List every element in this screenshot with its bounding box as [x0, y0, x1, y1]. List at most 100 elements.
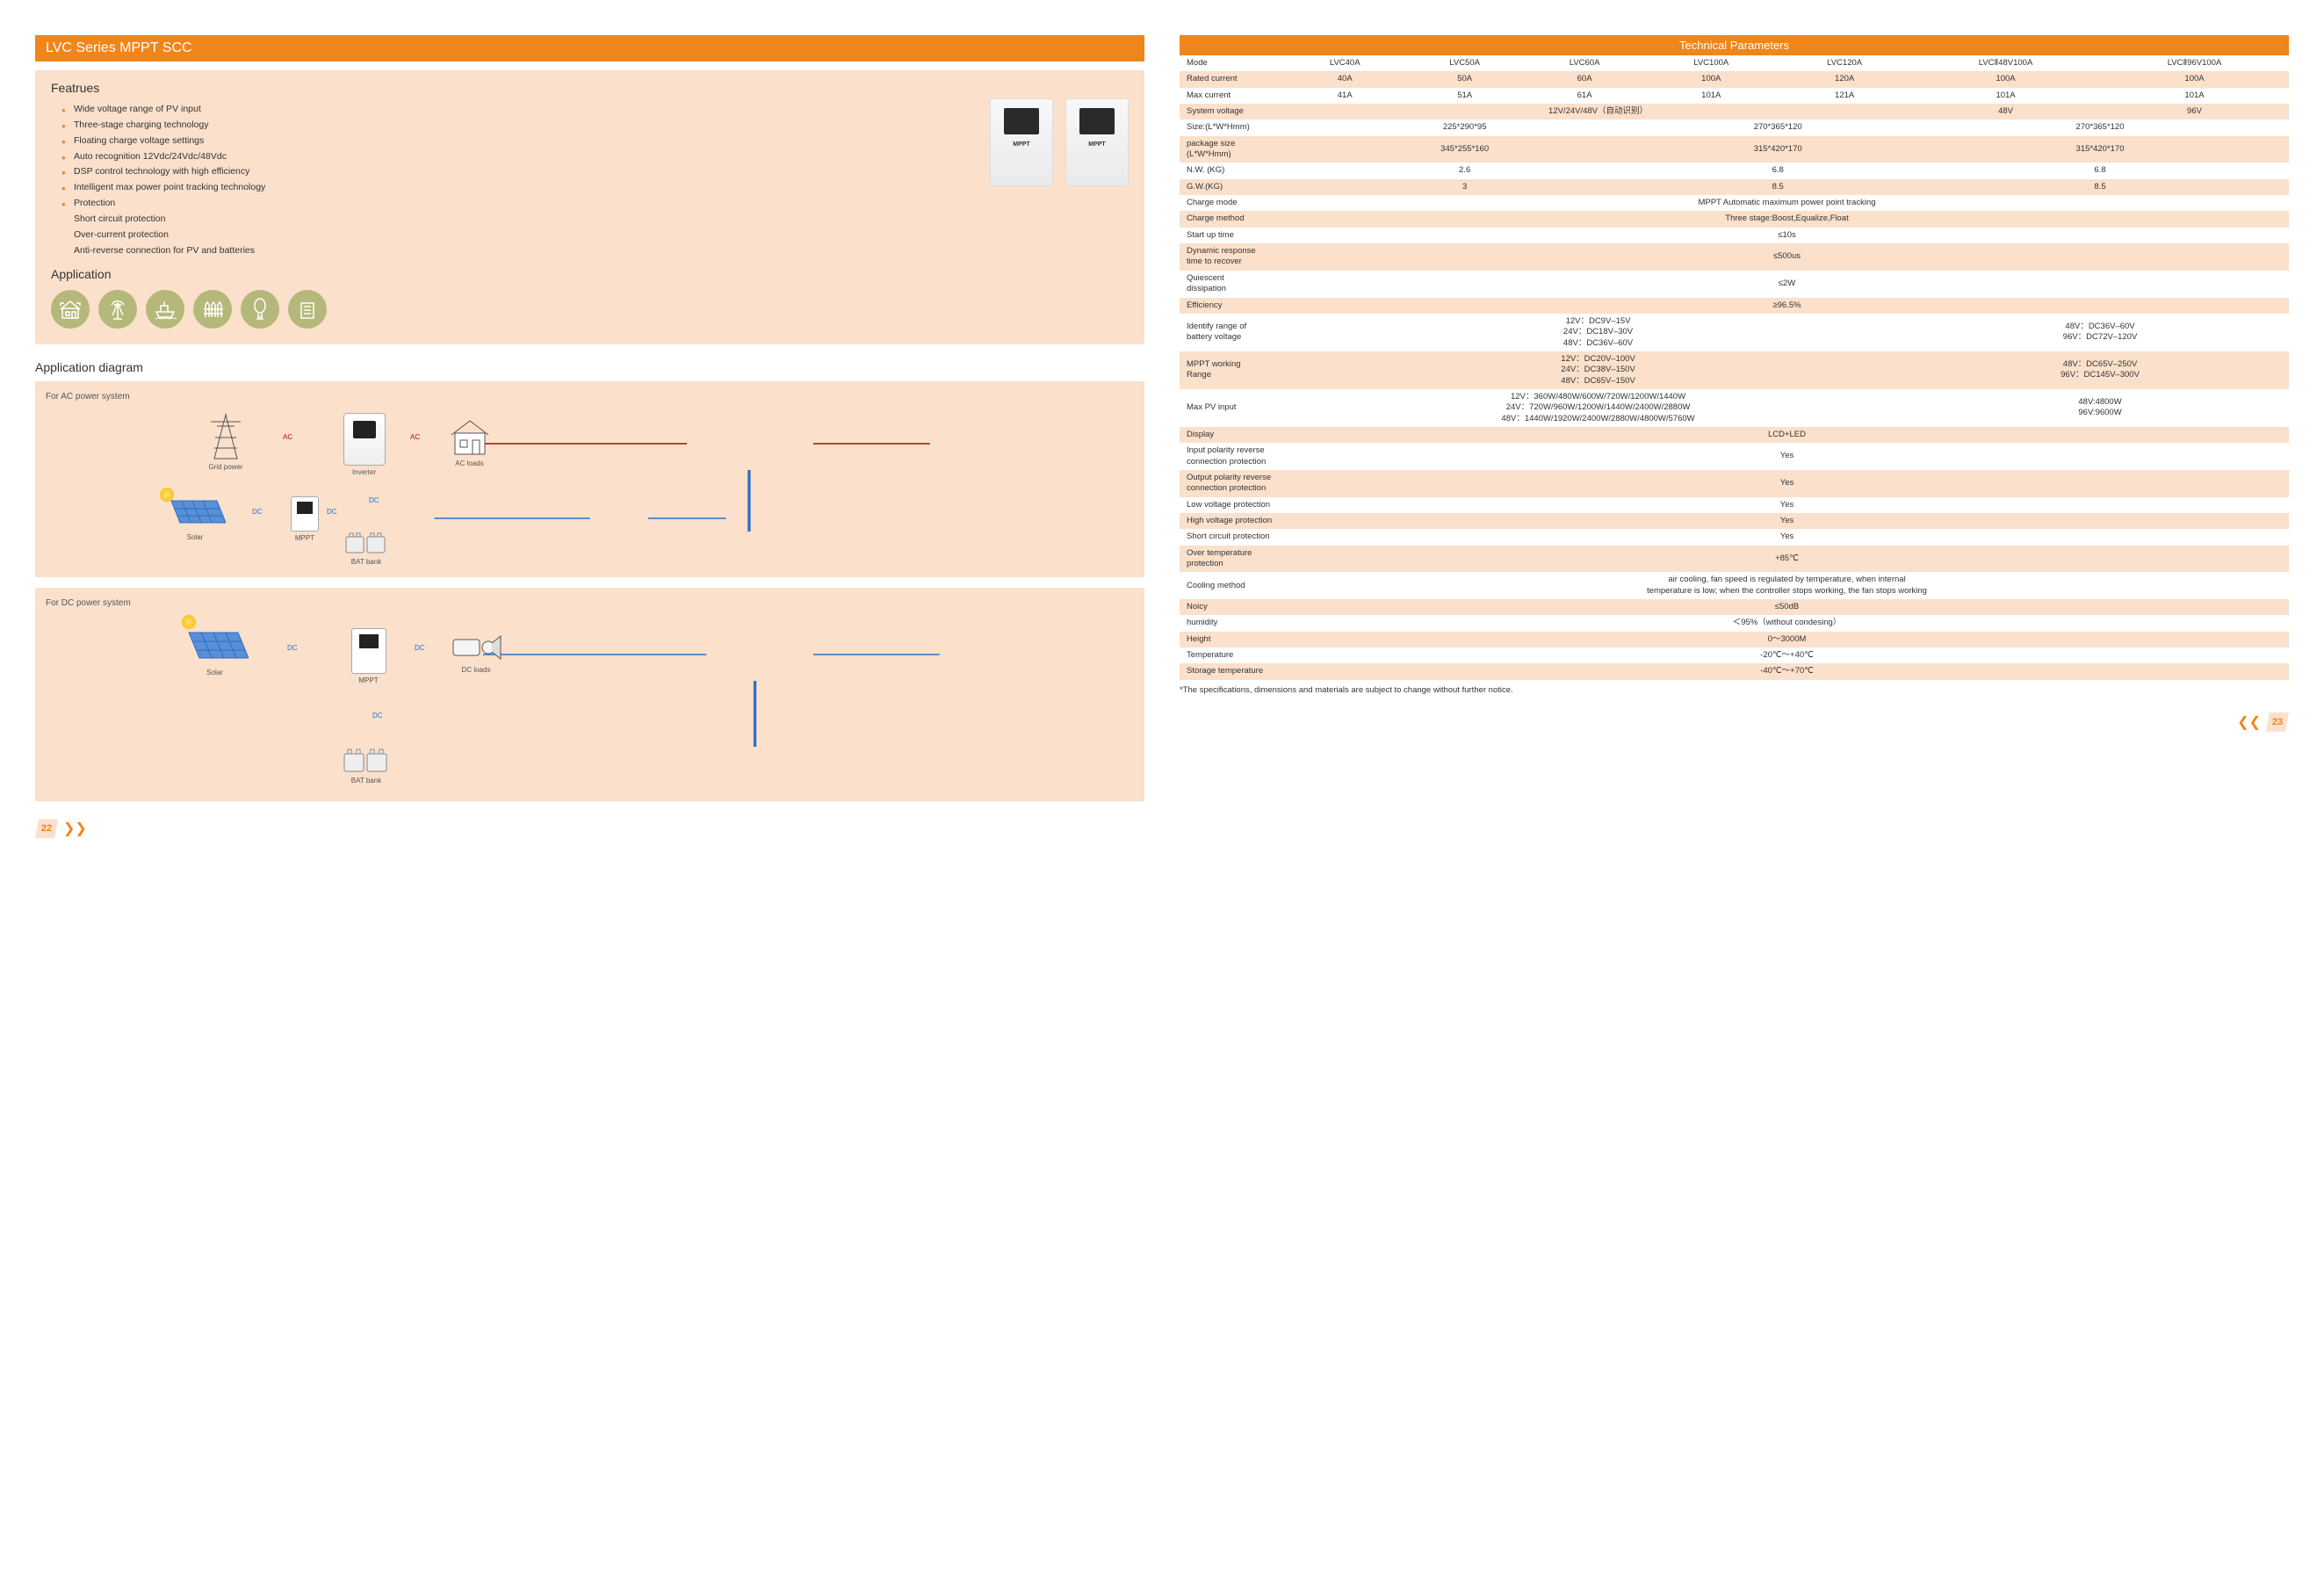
table-cell: 270*365*120: [1644, 119, 1911, 135]
table-row: Charge methodThree stage:Boost,Equalize,…: [1180, 211, 2289, 227]
table-cell: 6.8: [1644, 163, 1911, 178]
table-cell: 12V：DC20V–100V24V：DC38V–150V48V：DC65V–15…: [1285, 351, 1911, 389]
row-label: N.W. (KG): [1180, 163, 1285, 178]
row-label: Max current: [1180, 88, 1285, 104]
table-cell: +85℃: [1285, 546, 2289, 573]
row-label: System voltage: [1180, 104, 1285, 119]
row-label: Start up time: [1180, 228, 1285, 243]
table-cell: 12V：360W/480W/600W/720W/1200W/1440W24V：7…: [1285, 389, 1911, 427]
fence-icon: [193, 290, 232, 329]
table-cell: Three stage:Boost,Equalize,Float: [1285, 211, 2289, 227]
table-cell: LVCⅡ96V100A: [2100, 55, 2289, 71]
table-cell: LVC120A: [1778, 55, 1911, 71]
feature-sub-item: Over-current protection: [61, 228, 972, 243]
row-label: Efficiency: [1180, 298, 1285, 314]
table-cell: 345*255*160: [1285, 136, 1644, 163]
table-row: Start up time≤10s: [1180, 228, 2289, 243]
row-label: Charge method: [1180, 211, 1285, 227]
table-cell: 60A: [1525, 71, 1644, 87]
table-cell: 121A: [1778, 88, 1911, 104]
row-label: Dynamic responsetime to recover: [1180, 243, 1285, 271]
table-cell: LCD+LED: [1285, 427, 2289, 443]
table-cell: ＜95%（without condesing）: [1285, 615, 2289, 631]
table-cell: 48V：DC65V–250V96V：DC145V–300V: [1911, 351, 2289, 389]
table-row: N.W. (KG)2.66.86.8: [1180, 163, 2289, 178]
feature-item: Wide voltage range of PV input: [61, 102, 972, 118]
feature-item: DSP control technology with high efficie…: [61, 164, 972, 180]
table-cell: 100A: [2100, 71, 2289, 87]
building-icon: [288, 290, 327, 329]
row-label: Identify range ofbattery voltage: [1180, 314, 1285, 351]
table-row: Max current41A51A61A101A121A101A101A: [1180, 88, 2289, 104]
row-label: Over temperatureprotection: [1180, 546, 1285, 573]
table-cell: 101A: [1911, 88, 2100, 104]
application-heading: Application: [51, 267, 1129, 281]
table-cell: 6.8: [1911, 163, 2289, 178]
row-label: Max PV input: [1180, 389, 1285, 427]
diagram-ac-system: For AC power system Grid power AC Invert…: [35, 381, 1144, 577]
product-image-1: MPPT: [990, 98, 1053, 186]
row-label: Height: [1180, 632, 1285, 647]
table-cell: 12V：DC9V–15V24V：DC18V–30V48V：DC36V–60V: [1285, 314, 1911, 351]
table-row: Charge modeMPPT Automatic maximum power …: [1180, 195, 2289, 211]
row-label: MPPT workingRange: [1180, 351, 1285, 389]
table-cell: 8.5: [1644, 179, 1911, 195]
table-row: MPPT workingRange12V：DC20V–100V24V：DC38V…: [1180, 351, 2289, 389]
table-row: Cooling methodair cooling, fan speed is …: [1180, 572, 2289, 599]
table-row: humidity＜95%（without condesing）: [1180, 615, 2289, 631]
table-cell: ≤50dB: [1285, 599, 2289, 615]
diagram-dc-system: For DC power system Solar DC MPPT DC DC …: [35, 588, 1144, 801]
row-label: Noicy: [1180, 599, 1285, 615]
feature-item: Intelligent max power point tracking tec…: [61, 180, 972, 196]
table-cell: LVC60A: [1525, 55, 1644, 71]
table-cell: Yes: [1285, 513, 2289, 529]
table-row: Height0～3000M: [1180, 632, 2289, 647]
arrow-left-icon: ❮❮: [2237, 713, 2261, 731]
features-list: Wide voltage range of PV inputThree-stag…: [61, 102, 972, 258]
row-label: G.W.(KG): [1180, 179, 1285, 195]
table-cell: ≤500us: [1285, 243, 2289, 271]
table-row: Rated current40A50A60A100A120A100A100A: [1180, 71, 2289, 87]
features-panel: Featrues Wide voltage range of PV inputT…: [35, 70, 1144, 344]
series-title: LVC Series MPPT SCC: [35, 35, 1144, 61]
row-label: Mode: [1180, 55, 1285, 71]
feature-sub-item: Anti-reverse connection for PV and batte…: [61, 243, 972, 259]
table-cell: 61A: [1525, 88, 1644, 104]
row-label: Quiescentdissipation: [1180, 271, 1285, 298]
table-cell: 315*420*170: [1644, 136, 1911, 163]
table-cell: 101A: [2100, 88, 2289, 104]
page-number-right: ❮❮ 23: [1180, 713, 2289, 732]
table-cell: 48V：DC36V–60V96V：DC72V–120V: [1911, 314, 2289, 351]
table-cell: MPPT Automatic maximum power point track…: [1285, 195, 2289, 211]
antenna-icon: [98, 290, 137, 329]
right-page: Technical Parameters ModeLVC40ALVC50ALVC…: [1180, 35, 2289, 838]
table-cell: Yes: [1285, 443, 2289, 470]
table-cell: ≤2W: [1285, 271, 2289, 298]
table-cell: 2.6: [1285, 163, 1644, 178]
table-cell: 101A: [1644, 88, 1778, 104]
table-row: High voltage protectionYes: [1180, 513, 2289, 529]
table-cell: 48V: [1911, 104, 2100, 119]
table-cell: Yes: [1285, 529, 2289, 545]
arrow-right-icon: ❯❯: [63, 820, 87, 837]
row-label: Cooling method: [1180, 572, 1285, 599]
feature-sub-item: Short circuit protection: [61, 212, 972, 228]
boat-icon: [146, 290, 184, 329]
table-cell: ≤10s: [1285, 228, 2289, 243]
table-row: Input polarity reverseconnection protect…: [1180, 443, 2289, 470]
table-row: Identify range ofbattery voltage12V：DC9V…: [1180, 314, 2289, 351]
table-cell: LVC50A: [1404, 55, 1524, 71]
table-cell: 270*365*120: [1911, 119, 2289, 135]
table-cell: 3: [1285, 179, 1644, 195]
page-number-left: 22 ❯❯: [35, 819, 1144, 838]
table-row: Output polarity reverseconnection protec…: [1180, 470, 2289, 497]
table-cell: 48V:4800W96V:9600W: [1911, 389, 2289, 427]
row-label: Short circuit protection: [1180, 529, 1285, 545]
row-label: Display: [1180, 427, 1285, 443]
row-label: Low voltage protection: [1180, 497, 1285, 513]
table-cell: 315*420*170: [1911, 136, 2289, 163]
table-row: Over temperatureprotection+85℃: [1180, 546, 2289, 573]
table-cell: LVC100A: [1644, 55, 1778, 71]
feature-item: Protection: [61, 196, 972, 212]
table-cell: LVCⅡ48V100A: [1911, 55, 2100, 71]
